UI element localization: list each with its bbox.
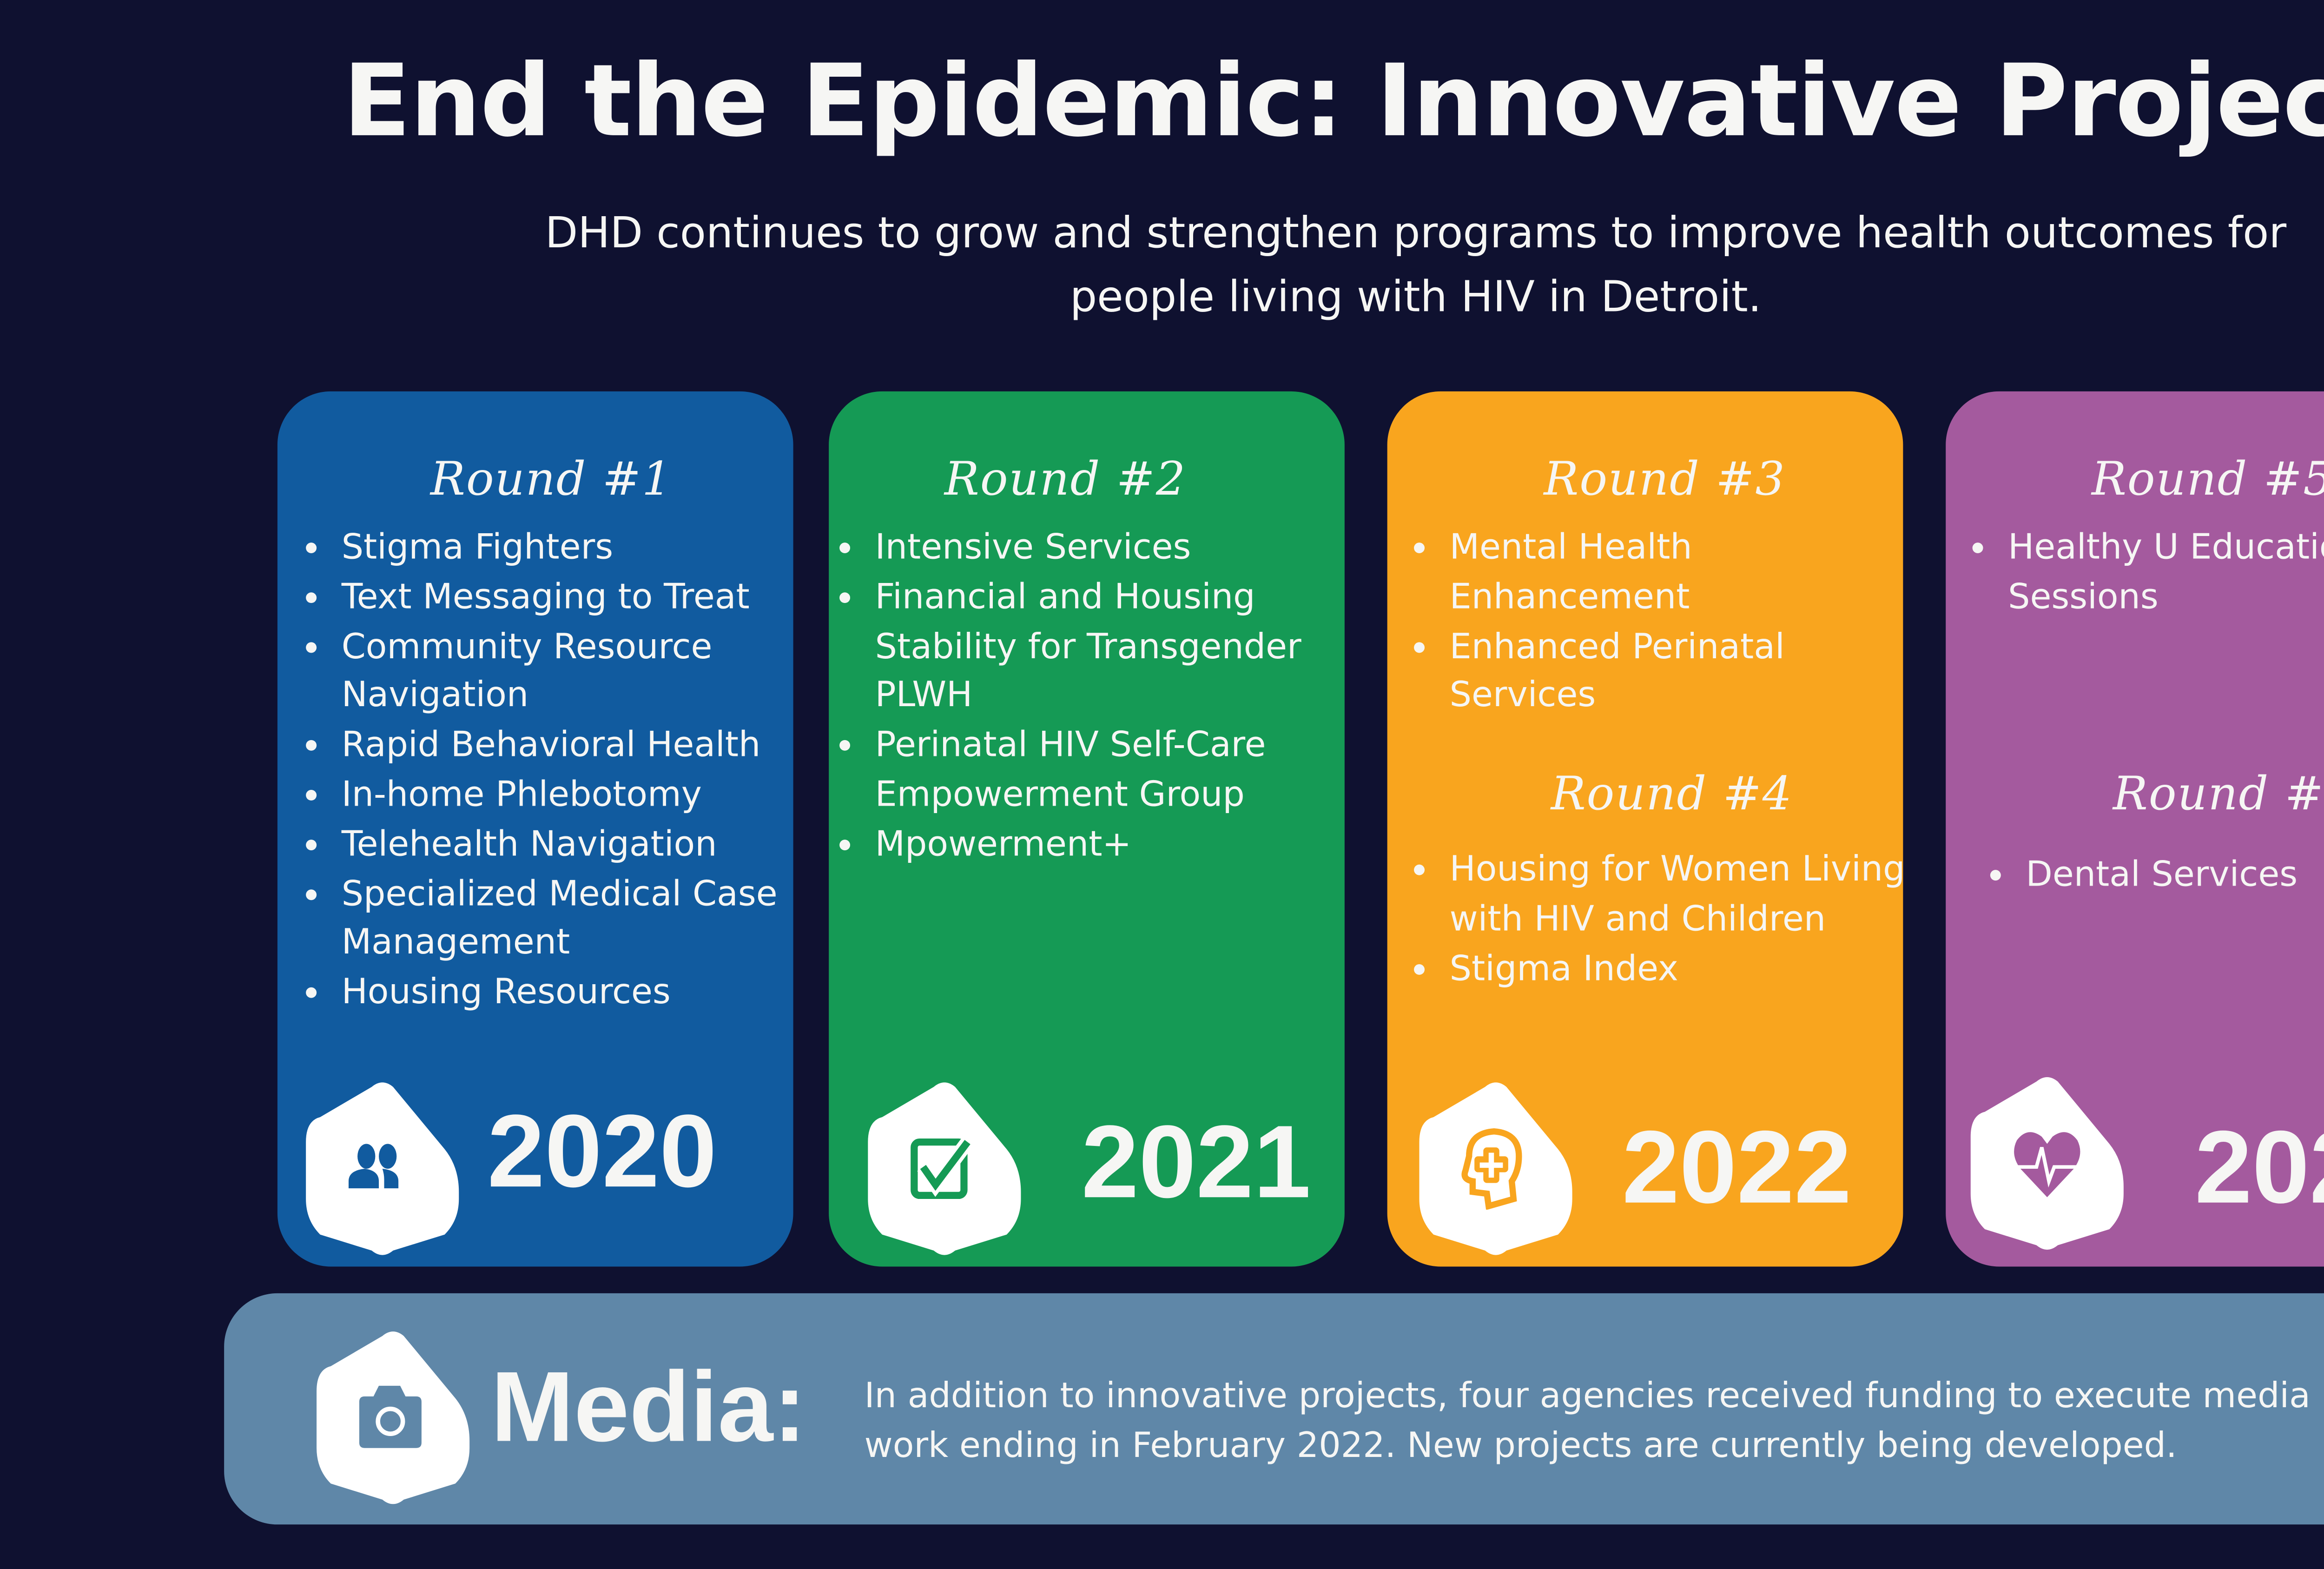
project-list: Mental Health Enhancement Enhanced Perina…: [1414, 523, 1785, 721]
list-item: Stigma Fighters: [306, 523, 778, 572]
media-text-line: In addition to innovative projects, four…: [864, 1375, 2311, 1416]
list-item: Text Messaging to Treat: [306, 572, 778, 622]
card-2021: Round #2 Intensive Services Financial an…: [829, 391, 1345, 1267]
people-group-icon: [348, 1144, 399, 1189]
camera-icon: [359, 1385, 422, 1448]
list-item: Housing Resources: [306, 968, 778, 1017]
page-subtitle: DHD continues to grow and strengthen pro…: [505, 201, 2324, 329]
project-list: Intensive Services Financial and Housing…: [839, 523, 1301, 869]
year-label: 2022: [1622, 1110, 1852, 1226]
hexagon-badge: [865, 1082, 1024, 1256]
media-bar: Media: In addition to innovative project…: [224, 1293, 2324, 1525]
list-item: Housing for Women Living with HIV and Chi…: [1414, 845, 1903, 944]
mental-health-head-icon: [1461, 1128, 1522, 1210]
media-label: Media:: [491, 1350, 806, 1463]
hexagon-badge: [1967, 1076, 2127, 1251]
list-item: Stigma Index: [1414, 944, 1903, 993]
list-item: Telehealth Navigation: [306, 820, 778, 869]
list-item: Perinatal HIV Self-Care Empowerment Group: [839, 721, 1301, 820]
list-item: Enhanced Perinatal Services: [1414, 622, 1785, 721]
project-list: Housing for Women Living with HIV and Chi…: [1414, 845, 1903, 993]
project-list: Healthy U EducationalSessions: [1972, 523, 2324, 622]
round-title: Round #3: [1544, 453, 1786, 507]
project-list: Stigma Fighters Text Messaging to Treat …: [306, 523, 778, 1018]
hexagon-badge: [313, 1331, 473, 1505]
round-title: Round #2: [944, 453, 1187, 507]
list-item: Specialized Medical Case Management: [306, 869, 778, 968]
list-item: Intensive Services: [839, 523, 1301, 572]
project-list: Dental Services: [1990, 850, 2298, 900]
list-item: Community Resource Navigation: [306, 622, 778, 721]
list-item: Healthy U EducationalSessions: [1972, 523, 2324, 622]
round-title: Round #4: [1551, 768, 1793, 822]
card-2023: Round #5 Healthy U EducationalSessions R…: [1946, 391, 2324, 1267]
list-item: In-home Phlebotomy: [306, 770, 778, 820]
page-title: End the Epidemic: Innovative Projects: [343, 44, 2324, 160]
media-description: In addition to innovative projects, four…: [865, 1371, 2324, 1471]
round-title: Round #5: [2091, 453, 2324, 507]
year-label: 2020: [487, 1094, 717, 1210]
heart-pulse-icon: [2014, 1132, 2080, 1198]
list-item: Financial and Housing Stability for Trans…: [839, 572, 1301, 721]
list-item: Dental Services: [1990, 850, 2298, 900]
hexagon-badge: [303, 1082, 462, 1256]
list-item: Rapid Behavioral Health: [306, 721, 778, 770]
round-title: Round #6: [2113, 768, 2324, 822]
round-title: Round #1: [430, 453, 673, 507]
subtitle-line: people living with HIV in Detroit.: [1070, 272, 1762, 322]
year-label: 2023: [2194, 1110, 2324, 1226]
phone-checkmark-icon: [911, 1138, 973, 1199]
hexagon-badge: [1416, 1082, 1576, 1256]
subtitle-line: DHD continues to grow and strengthen pro…: [545, 208, 2287, 258]
list-item: Mpowerment+: [839, 820, 1301, 869]
card-2020: Round #1 Stigma Fighters Text Messaging …: [277, 391, 793, 1267]
year-label: 2021: [1081, 1105, 1311, 1220]
list-item: Mental Health Enhancement: [1414, 523, 1785, 622]
media-text-line: work ending in February 2022. New projec…: [864, 1425, 2177, 1466]
card-2022: Round #3 Mental Health Enhancement Enhanc…: [1387, 391, 1903, 1267]
